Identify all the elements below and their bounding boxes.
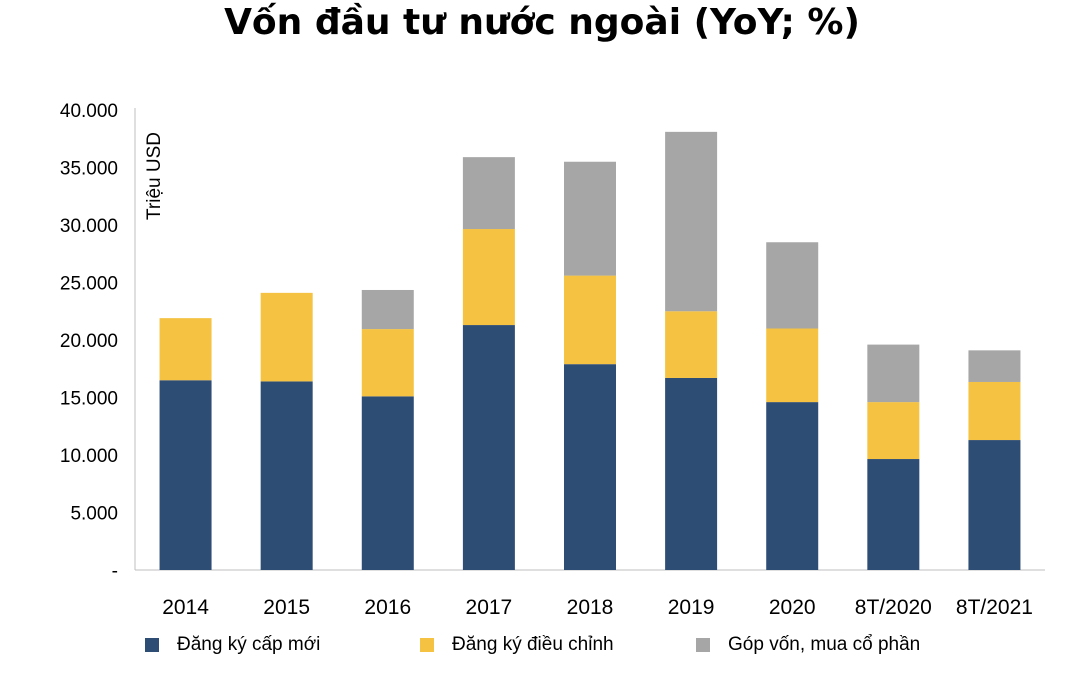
y-tick-label: 35.000 <box>60 159 118 180</box>
chart-title: Vốn đầu tư nước ngoài (YoY; %) <box>224 2 860 43</box>
bar-segment-2019-s2 <box>665 131 718 312</box>
x-tick-label: 2019 <box>668 596 715 619</box>
x-tick-label: 2018 <box>567 596 614 619</box>
bar-segment-2018-s1 <box>564 275 616 365</box>
legend: Đăng ký cấp mới Đăng ký điều chỉnh Góp vốn… <box>0 634 1084 660</box>
y-tick-label: 25.000 <box>60 274 118 295</box>
legend-label: Đăng ký điều chỉnh <box>452 634 614 655</box>
bar-segment-2016-s0 <box>361 396 414 570</box>
y-tick-label: 10.000 <box>60 446 118 467</box>
bar-segment-8T-2021-s1 <box>968 381 1021 441</box>
bar-segment-2015-s1 <box>260 292 313 382</box>
bar-segment-2020-s0 <box>766 402 819 570</box>
legend-item: Góp vốn, mua cổ phần <box>696 634 920 656</box>
x-tick-label: 2016 <box>364 596 411 619</box>
bar-segment-2019-s0 <box>665 377 718 570</box>
bar-segment-2019-s1 <box>665 311 718 378</box>
bar-segment-2016-s2 <box>361 289 414 330</box>
legend-swatch <box>420 638 434 652</box>
bar-segment-8T-2020-s2 <box>867 344 920 403</box>
y-tick-label: 20.000 <box>60 331 118 352</box>
bar-segment-2020-s2 <box>766 242 819 329</box>
legend-item: Đăng ký điều chỉnh <box>420 634 614 656</box>
legend-item: Đăng ký cấp mới <box>145 634 320 656</box>
bar-segment-2018-s0 <box>564 364 616 570</box>
bar-segment-2017-s1 <box>462 229 515 326</box>
bar-segment-8T-2021-s2 <box>968 350 1021 382</box>
y-tick-label: 15.000 <box>60 389 118 410</box>
bar-segment-2015-s0 <box>260 381 313 570</box>
x-tick-label: 8T/2020 <box>855 596 932 619</box>
y-tick-label: 5.000 <box>70 504 118 525</box>
legend-label: Đăng ký cấp mới <box>177 634 321 655</box>
y-tick-label: 30.000 <box>60 216 118 237</box>
bar-segment-2016-s1 <box>361 329 414 397</box>
bar-segment-8T-2020-s0 <box>867 459 920 570</box>
x-tick-label: 2014 <box>162 596 209 619</box>
x-tick-label: 2015 <box>263 596 310 619</box>
bar-segment-8T-2021-s0 <box>968 440 1021 570</box>
legend-label: Góp vốn, mua cổ phần <box>728 634 921 655</box>
y-tick-label: - <box>112 561 118 582</box>
y-tick-label: 40.000 <box>60 101 118 122</box>
bar-segment-2020-s1 <box>766 328 819 403</box>
x-tick-label: 8T/2021 <box>956 596 1033 619</box>
legend-swatch <box>145 638 159 652</box>
legend-swatch <box>696 638 710 652</box>
x-tick-label: 2017 <box>466 596 513 619</box>
bar-segment-2014-s1 <box>159 318 212 381</box>
x-tick-label: 2020 <box>769 596 816 619</box>
y-axis-label: Triệu USD <box>144 132 165 220</box>
bar-segment-2018-s2 <box>564 161 616 276</box>
bar-segment-2017-s0 <box>462 325 515 570</box>
bar-segment-8T-2020-s1 <box>867 402 920 460</box>
bar-segment-2017-s2 <box>462 157 515 230</box>
bar-segment-2014-s0 <box>159 380 212 570</box>
